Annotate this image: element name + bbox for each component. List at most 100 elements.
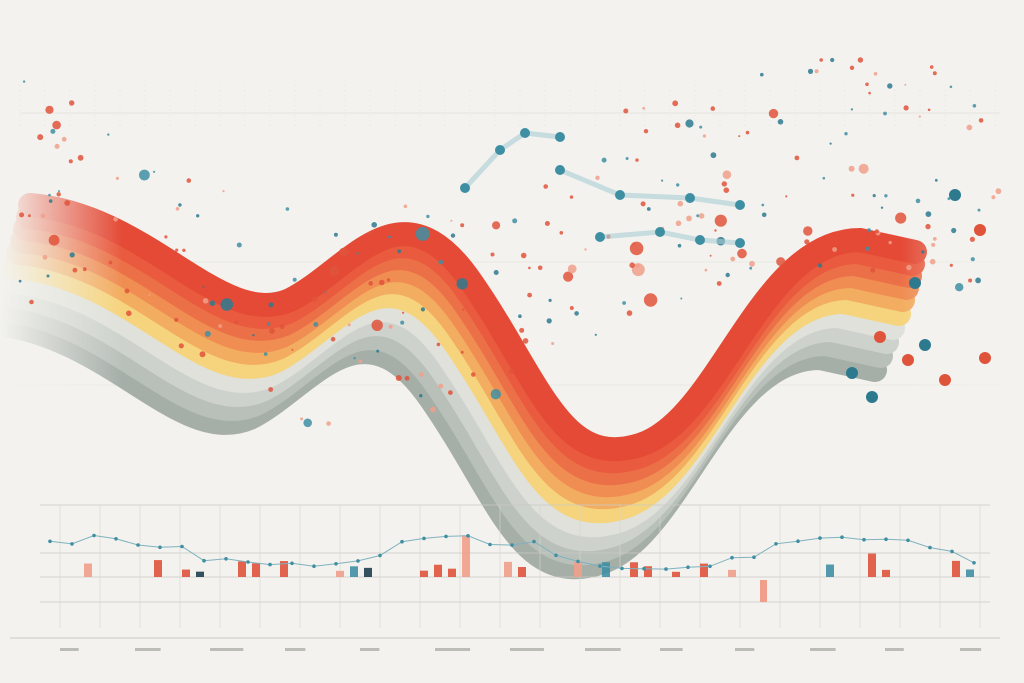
panel-bar: [252, 563, 260, 577]
dot: [567, 264, 577, 274]
dot: [955, 283, 964, 292]
dot: [594, 333, 597, 336]
panel-point: [862, 537, 866, 542]
panel-point: [598, 564, 602, 568]
dot: [966, 124, 973, 131]
dot: [947, 197, 951, 201]
panel-point: [774, 542, 778, 546]
dot: [625, 157, 629, 160]
dot: [508, 368, 514, 375]
dot: [850, 108, 854, 111]
dot: [146, 246, 149, 249]
dot: [640, 201, 646, 207]
dot: [858, 163, 869, 174]
panel-bar: [364, 567, 372, 577]
dot: [54, 143, 60, 149]
dot: [714, 229, 717, 232]
dot: [874, 229, 879, 234]
dot: [347, 323, 351, 327]
panel-point: [840, 535, 844, 539]
dot: [40, 213, 46, 219]
dot: [493, 270, 499, 275]
dot: [629, 241, 644, 256]
dot: [642, 106, 646, 110]
panel-bar: [630, 562, 638, 577]
dot: [551, 342, 555, 345]
dot: [737, 248, 747, 259]
dot: [866, 391, 878, 403]
dot: [199, 351, 206, 358]
dot: [794, 155, 800, 161]
dot: [82, 267, 87, 272]
dot: [72, 267, 78, 273]
dot: [655, 227, 665, 237]
dot: [426, 214, 430, 219]
dot: [699, 125, 703, 129]
dot: [518, 314, 522, 319]
label-placeholder: [960, 648, 982, 651]
dot: [204, 330, 211, 337]
dot: [870, 267, 876, 273]
dot: [330, 336, 336, 342]
dot: [19, 212, 25, 218]
dot: [52, 120, 61, 130]
dot: [661, 179, 664, 182]
dot: [269, 328, 275, 334]
dot: [785, 195, 788, 198]
dot: [563, 271, 574, 282]
dot: [48, 234, 60, 246]
dot: [388, 235, 391, 239]
dot: [814, 69, 819, 74]
label-placeholder: [810, 648, 836, 651]
dot: [951, 227, 957, 234]
dot: [696, 214, 700, 218]
dot: [186, 178, 192, 183]
dot: [48, 193, 51, 197]
dot: [949, 85, 953, 89]
dot: [932, 71, 937, 76]
panel-point: [972, 561, 976, 565]
dot: [418, 372, 424, 377]
dot: [851, 193, 855, 197]
dot: [822, 176, 826, 180]
dot: [222, 190, 225, 193]
dot: [520, 128, 530, 138]
dot: [175, 248, 179, 252]
dot: [28, 214, 31, 218]
dot: [527, 292, 532, 298]
panel-point: [928, 545, 932, 550]
dot: [975, 277, 981, 284]
panel-point: [444, 534, 448, 539]
dot: [595, 232, 605, 242]
panel-point: [158, 545, 162, 550]
dot: [939, 374, 951, 386]
dot: [776, 257, 786, 267]
dot: [376, 349, 380, 353]
dot: [646, 207, 651, 211]
dot: [450, 233, 456, 238]
panel-point: [224, 557, 228, 561]
dot: [735, 200, 745, 210]
dot: [353, 357, 356, 360]
dot: [113, 217, 118, 222]
dot: [368, 281, 374, 286]
dot: [977, 208, 981, 212]
dot: [749, 260, 755, 267]
dot: [544, 221, 550, 226]
dot: [182, 248, 186, 252]
label-placeholder: [735, 648, 755, 651]
dot: [807, 68, 814, 74]
dot: [202, 298, 209, 304]
panel-point: [488, 542, 492, 547]
dot: [867, 228, 871, 233]
dot: [725, 272, 730, 278]
dot: [704, 268, 708, 272]
dot: [995, 188, 1002, 195]
panel-bar: [238, 561, 246, 577]
dot: [555, 165, 565, 175]
dot: [968, 278, 973, 283]
dot: [880, 206, 884, 209]
dot: [622, 301, 626, 305]
dot: [460, 223, 465, 228]
panel-point: [180, 544, 184, 549]
